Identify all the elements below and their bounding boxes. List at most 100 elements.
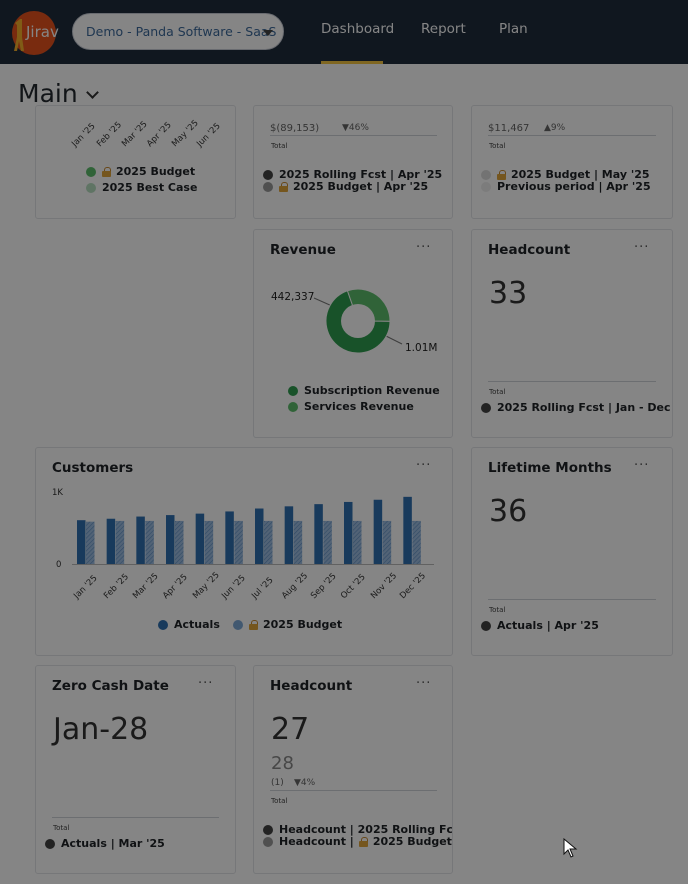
legend-item-actuals: Actuals | Apr '25: [481, 619, 599, 632]
chevron-down-icon[interactable]: [86, 86, 99, 99]
legend-dot: [481, 169, 491, 180]
legend-item-budget: Headcount | 2025 Budget | Mar: [263, 835, 452, 848]
x-tick-label: Jan '25: [70, 121, 98, 150]
slice-label-subscription: 1.01M: [405, 342, 437, 354]
bar-budget[interactable]: [293, 520, 303, 564]
logo-text: Jirav: [26, 23, 59, 41]
x-tick-label: Feb '25: [95, 120, 124, 150]
card-partial-mid: $(89,153) ▼46% Total 2025 Rolling Fcst |…: [253, 105, 453, 219]
card-revenue: Revenue ··· 442,337 1.01M Subscription R…: [253, 229, 453, 438]
legend-item-best-case: 2025 Best Case: [86, 181, 197, 194]
total-label: Total: [489, 388, 506, 396]
metric-value: 33: [489, 276, 528, 311]
x-tick-label: May '25: [170, 118, 201, 150]
metric-change: ▲9%: [544, 123, 566, 133]
bar-actuals[interactable]: [136, 516, 145, 564]
legend-dot: [263, 836, 273, 847]
card-title: Lifetime Months: [488, 460, 612, 476]
card-headcount-top: Headcount ··· 33 Total 2025 Rolling Fcst…: [471, 229, 673, 438]
mouse-cursor-icon: [563, 838, 578, 858]
bar-budget[interactable]: [86, 521, 95, 564]
compare-value: 28: [271, 753, 294, 774]
bar-actuals[interactable]: [106, 518, 116, 564]
card-customers: Customers ··· 1K 0 Jan '25 Feb '25 Mar '25…: [35, 447, 453, 656]
bar-actuals[interactable]: [166, 515, 175, 564]
customers-bar-chart: 1K 0: [52, 488, 434, 570]
bar-actuals[interactable]: [195, 513, 205, 564]
bar-actuals[interactable]: [344, 501, 353, 564]
card-title: Revenue: [270, 242, 336, 258]
legend-label: 2025 Rolling Fcst | Jan - Dec '25: [497, 401, 672, 414]
card-zero-cash-date: Zero Cash Date ··· Jan-28 Total Actuals …: [35, 665, 236, 874]
more-options-icon[interactable]: ···: [416, 676, 432, 691]
bar-budget[interactable]: [412, 520, 421, 564]
bar-budget[interactable]: [115, 520, 125, 564]
page-title[interactable]: Main: [18, 79, 78, 108]
legend-label: 2025 Budget | May '25: [511, 168, 650, 181]
total-label: Total: [489, 142, 506, 150]
legend-dot: [481, 402, 491, 413]
bar-actuals[interactable]: [373, 499, 383, 564]
x-tick-label: Apr '25: [145, 120, 174, 150]
legend-dot: [45, 838, 55, 849]
divider: [488, 381, 656, 382]
legend-label: 2025 Budget | Apr '25: [293, 180, 429, 193]
card-title: Zero Cash Date: [52, 678, 169, 694]
bar-budget[interactable]: [382, 520, 392, 564]
metric-value: $11,467: [488, 123, 530, 134]
legend-label: Actuals: [174, 618, 220, 631]
legend-item-2025-budget: 2025 Budget: [86, 165, 195, 178]
legend-dot: [263, 169, 273, 180]
more-options-icon[interactable]: ···: [198, 676, 214, 691]
total-label: Total: [53, 824, 70, 832]
bar-actuals[interactable]: [77, 520, 86, 564]
divider: [52, 817, 219, 818]
bar-actuals[interactable]: [403, 496, 412, 564]
caret-down-icon: [263, 30, 273, 36]
bar-budget[interactable]: [175, 520, 184, 564]
bar-actuals[interactable]: [255, 508, 264, 564]
bar-budget[interactable]: [323, 520, 332, 564]
jirav-logo[interactable]: Jirav: [12, 11, 59, 55]
legend-dot: [233, 619, 243, 630]
bar-budget[interactable]: [264, 520, 273, 564]
bar-actuals[interactable]: [225, 511, 234, 564]
legend-label: Headcount | 2025 Rolling Fcst | Ma: [279, 823, 453, 836]
metric-change: ▼46%: [342, 123, 369, 133]
slice-leader-line: [313, 297, 333, 307]
more-options-icon[interactable]: ···: [416, 240, 432, 255]
metric-value: 36: [489, 494, 528, 529]
card-title: Headcount: [488, 242, 571, 258]
lock-icon: [279, 181, 288, 192]
legend-item-budget: 2025 Budget | May '25: [481, 168, 650, 181]
tab-dashboard[interactable]: Dashboard: [321, 21, 395, 37]
tab-plan[interactable]: Plan: [499, 21, 528, 37]
lock-icon: [497, 169, 506, 180]
bar-budget[interactable]: [234, 520, 243, 564]
more-options-icon[interactable]: ···: [416, 458, 432, 473]
slice-leader-line: [383, 334, 403, 345]
legend-item-actuals: Actuals: [158, 618, 220, 631]
more-options-icon[interactable]: ···: [634, 240, 650, 255]
top-bar: Jirav Demo - Panda Software - SaaS Dashb…: [0, 0, 688, 64]
bar-actuals[interactable]: [314, 504, 323, 564]
legend-dot: [481, 181, 491, 192]
legend-label: Actuals | Apr '25: [497, 619, 599, 632]
card-title: Customers: [52, 460, 134, 476]
lock-icon: [102, 166, 111, 177]
giraffe-icon: [14, 19, 24, 51]
diff-value: (1): [271, 778, 284, 788]
tab-report[interactable]: Report: [421, 21, 466, 37]
divider: [270, 790, 437, 791]
legend-label: Services Revenue: [304, 400, 414, 413]
divider: [270, 135, 437, 136]
bar-budget[interactable]: [353, 520, 362, 564]
legend-item-previous-period: Previous period | Apr '25: [481, 180, 651, 193]
metric-value: $(89,153): [270, 123, 320, 134]
more-options-icon[interactable]: ···: [634, 458, 650, 473]
bar-actuals[interactable]: [284, 506, 294, 564]
legend-item-rolling-fcst: 2025 Rolling Fcst | Apr '25: [263, 168, 442, 181]
bar-budget[interactable]: [204, 520, 214, 564]
company-selector[interactable]: Demo - Panda Software - SaaS: [72, 13, 284, 50]
bar-budget[interactable]: [145, 520, 154, 564]
